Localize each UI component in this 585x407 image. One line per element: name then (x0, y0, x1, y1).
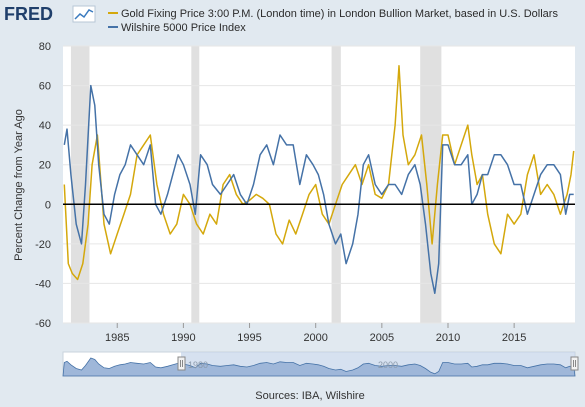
recession-band-1 (191, 46, 200, 323)
recession-band-0 (70, 46, 90, 323)
x-tick-label-1985: 1985 (105, 332, 129, 344)
series-line-wilshire (63, 84, 574, 295)
series-line-gold (63, 65, 575, 281)
navigator-left-handle[interactable] (177, 356, 186, 371)
fred-logo[interactable]: FRED (4, 4, 96, 24)
legend-label-wilshire: Wilshire 5000 Price Index (121, 22, 246, 34)
x-tick-label-1995: 1995 (237, 332, 261, 344)
y-tick-label-60: 60 (39, 81, 51, 93)
legend-item-wilshire[interactable]: Wilshire 5000 Price Index (108, 22, 246, 34)
fred-logo-chart-icon (72, 5, 96, 23)
recession-shading (70, 46, 442, 323)
navigator-label-1980: 1980 (188, 360, 208, 370)
legend-item-gold[interactable]: Gold Fixing Price 3:00 P.M. (London time… (108, 8, 558, 20)
recession-band-3 (420, 46, 442, 323)
plot-area (63, 46, 575, 323)
legend-label-gold: Gold Fixing Price 3:00 P.M. (London time… (121, 8, 558, 20)
legend: Gold Fixing Price 3:00 P.M. (London time… (108, 8, 558, 34)
x-axis-ticks: 1985 1990 1995 2000 2005 2010 2015 (105, 323, 526, 344)
x-tick-label-2000: 2000 (303, 332, 327, 344)
fred-logo-text: FRED (4, 4, 53, 24)
y-tick-label-0: 0 (45, 199, 51, 211)
series-lines (63, 65, 575, 295)
y-tick-label-20: 20 (39, 160, 51, 172)
navigator-right-handle[interactable] (570, 356, 579, 371)
navigator-area (62, 357, 576, 377)
y-tick-label--20: -20 (35, 239, 51, 251)
navigator-label-2000: 2000 (378, 360, 398, 370)
y-axis-ticks: -60 -40 -20 0 20 40 60 80 (35, 41, 51, 330)
y-tick-label--60: -60 (35, 318, 51, 330)
y-axis-label: Percent Change from Year Ago (13, 109, 25, 261)
x-tick-label-2015: 2015 (502, 332, 526, 344)
source-note: Sources: IBA, Wilshire (255, 390, 364, 402)
range-navigator[interactable]: 1980 2000 (62, 351, 579, 377)
x-tick-label-2005: 2005 (370, 332, 394, 344)
y-tick-label-80: 80 (39, 41, 51, 53)
y-tick-label--40: -40 (35, 278, 51, 290)
recession-band-2 (331, 46, 341, 323)
y-tick-label-40: 40 (39, 120, 51, 132)
x-tick-label-2010: 2010 (436, 332, 460, 344)
x-tick-label-1990: 1990 (171, 332, 195, 344)
